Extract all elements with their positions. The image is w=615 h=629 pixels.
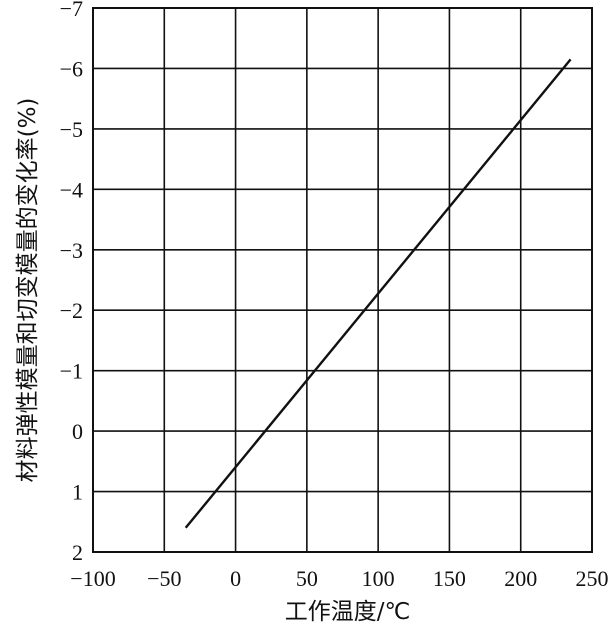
- y-axis-ticks: −7 −6 −5 −4 −3 −2 −1 0 1 2: [60, 0, 83, 565]
- grid: [93, 8, 592, 552]
- y-tick-label: −5: [60, 117, 83, 142]
- x-tick-label: 0: [230, 566, 241, 591]
- series-line: [184, 58, 572, 529]
- x-axis-title: 工作温度/℃: [285, 599, 411, 625]
- series-layer: [184, 58, 572, 529]
- x-tick-label: 100: [362, 566, 395, 591]
- x-tick-label: 50: [296, 566, 318, 591]
- x-tick-label: −100: [70, 566, 115, 591]
- x-tick-label: −50: [147, 566, 181, 591]
- y-tick-label: −7: [60, 0, 83, 21]
- y-tick-label: 2: [72, 540, 83, 565]
- plot-frame: [92, 7, 593, 553]
- x-tick-label: 250: [576, 566, 609, 591]
- y-tick-label: −1: [60, 359, 83, 384]
- x-tick-label: 150: [433, 566, 466, 591]
- x-axis-ticks: −100 −50 0 50 100 150 200 250: [70, 566, 608, 591]
- y-tick-label: −4: [60, 177, 83, 202]
- x-tick-label: 200: [504, 566, 537, 591]
- y-tick-label: −2: [60, 298, 83, 323]
- y-axis-title: 材料弹性模量和切变模量的变化率(%): [15, 98, 41, 483]
- y-tick-label: −3: [60, 238, 83, 263]
- y-tick-label: 0: [72, 419, 83, 444]
- y-tick-label: 1: [72, 480, 83, 505]
- y-tick-label: −6: [60, 56, 83, 81]
